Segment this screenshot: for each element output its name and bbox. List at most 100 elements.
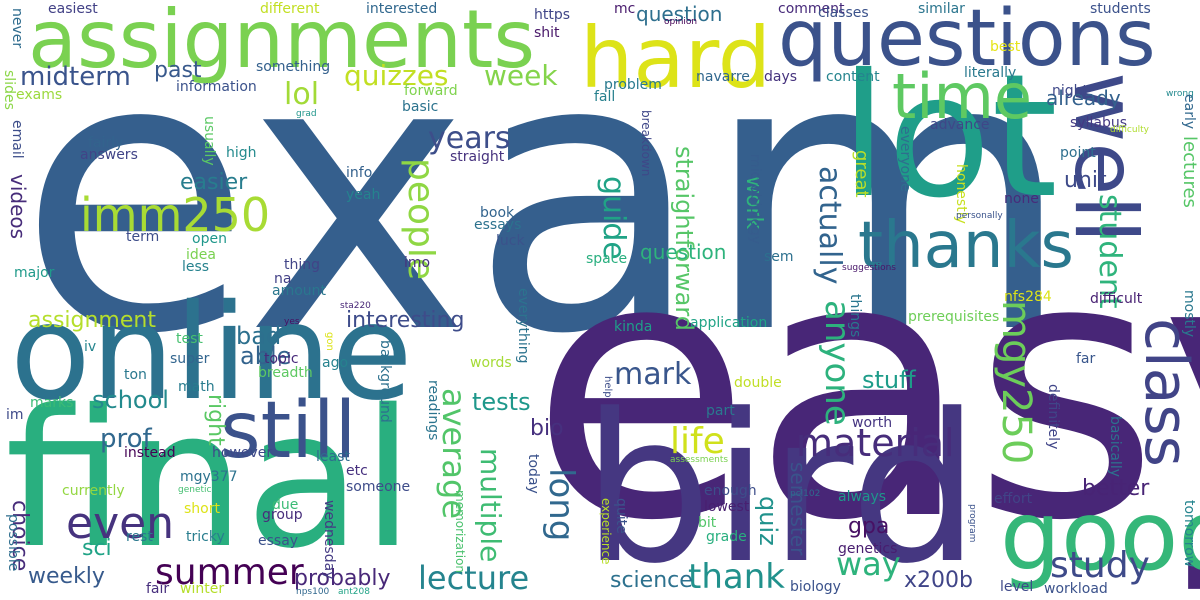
word-night: night	[1052, 83, 1089, 99]
word-straight: straight	[450, 149, 505, 165]
word-background: background	[377, 340, 393, 423]
word-school: school	[92, 386, 169, 414]
word-navarre: navarre	[696, 69, 750, 85]
word-today: today	[525, 454, 541, 494]
word-less: less	[182, 259, 210, 275]
word-lectures: lectures	[1179, 136, 1200, 208]
word-quite: quite	[613, 498, 629, 534]
word-midterm: midterm	[20, 62, 131, 92]
word-tomorrow: tomorrow	[1181, 500, 1197, 568]
word-bio: bio	[530, 416, 564, 441]
word-term: term	[126, 229, 160, 245]
word-biology: biology	[790, 579, 841, 595]
word-kinda: kinda	[614, 319, 653, 335]
word-help: help	[602, 376, 613, 398]
word-book: book	[480, 205, 515, 221]
word-enough: enough	[704, 483, 757, 499]
word-open: open	[192, 231, 227, 247]
word-mostly: mostly	[1181, 290, 1197, 338]
word-experience: experience	[599, 498, 613, 565]
word-etc: etc	[346, 463, 368, 479]
word-grade: grade	[706, 529, 747, 545]
word-nfs284: nfs284	[1004, 289, 1052, 305]
word-ton: ton	[124, 367, 147, 383]
word-answers: answers	[80, 147, 138, 163]
word-na: na	[274, 271, 292, 287]
word-quizzes: quizzes	[344, 59, 449, 92]
word-opinion: opinion	[664, 17, 698, 27]
word-microbiology: microbiology	[747, 154, 763, 245]
word-still: still	[220, 386, 357, 476]
word-comment: comment	[778, 1, 845, 17]
word-always: always	[838, 489, 887, 505]
word-slides: slides	[1, 70, 17, 110]
word-yeah: yeah	[346, 187, 381, 203]
word-worth: worth	[852, 415, 893, 431]
word-similar: similar	[918, 1, 965, 17]
word-lowest: lowest	[704, 499, 750, 515]
word-sem: sem	[764, 249, 794, 265]
word-life: life	[670, 421, 725, 462]
word-multiple: multiple	[474, 448, 507, 563]
word-effort: effort	[994, 491, 1033, 507]
word-interesting: interesting	[346, 308, 465, 333]
word-https: https	[534, 7, 571, 23]
word-mc: mc	[614, 1, 636, 17]
word-basically: basically	[1107, 416, 1123, 477]
word-information: information	[176, 79, 257, 95]
word-online: online	[10, 276, 413, 430]
word-personally: personally	[956, 211, 1003, 221]
word-grad: grad	[296, 109, 317, 119]
word-quiz: quiz	[754, 496, 782, 546]
word-assessments: assessments	[670, 455, 729, 465]
word-high: high	[226, 145, 257, 161]
word-workload: workload	[1044, 581, 1108, 597]
word-advance: advance	[930, 117, 990, 133]
word-genetics: genetics	[838, 541, 898, 557]
word-exam: exam	[18, 0, 1074, 417]
word-difficulty: difficulty	[1110, 125, 1149, 135]
word-question-1: question	[636, 2, 723, 26]
word-space: space	[586, 251, 628, 267]
word-bad: bad	[236, 322, 282, 350]
word-suggestions: suggestions	[842, 263, 896, 273]
word-semester: semester	[786, 462, 810, 556]
word-difficult: difficult	[1090, 291, 1143, 307]
word-time: time	[892, 60, 1033, 133]
word-week: week	[484, 59, 558, 92]
word-things: things	[847, 294, 863, 338]
word-essay: essay	[258, 533, 299, 549]
word-stuff: stuff	[862, 366, 916, 394]
word-gpa: gpa	[848, 514, 890, 539]
word-questions: questions	[778, 0, 1156, 84]
word-short: short	[184, 501, 220, 517]
word-topic: topic	[264, 351, 299, 367]
word-essays: essays	[474, 217, 522, 233]
word-easier: easier	[180, 170, 248, 195]
word-mgy377: mgy377	[180, 469, 238, 485]
word-assignment: assignment	[28, 308, 156, 333]
word-bird: bird	[582, 371, 980, 600]
word-info: info	[346, 165, 373, 181]
word-least: least	[316, 449, 350, 465]
word-good: good	[1000, 480, 1200, 592]
word-content: content	[826, 69, 880, 85]
word-gon: gon	[324, 332, 335, 351]
word-sci: sci	[82, 536, 112, 561]
word-summer: summer	[155, 552, 304, 593]
word-mark: mark	[614, 357, 692, 392]
word-lecture: lecture	[418, 559, 530, 597]
word-yes: yes	[284, 317, 300, 327]
word-fairly: fairly	[88, 135, 124, 151]
word-nps100: nps100	[296, 587, 330, 597]
word-x200b: x200b	[904, 568, 973, 593]
word-long: long	[541, 468, 581, 542]
word-imm250: imm250	[80, 188, 271, 242]
word-sta220: sta220	[340, 301, 371, 311]
word-problem: problem	[604, 77, 662, 93]
word-students: students	[1090, 1, 1151, 17]
word-class: class	[1131, 318, 1200, 467]
word-easiest: easiest	[48, 1, 98, 17]
word-rest: rest	[126, 529, 153, 545]
